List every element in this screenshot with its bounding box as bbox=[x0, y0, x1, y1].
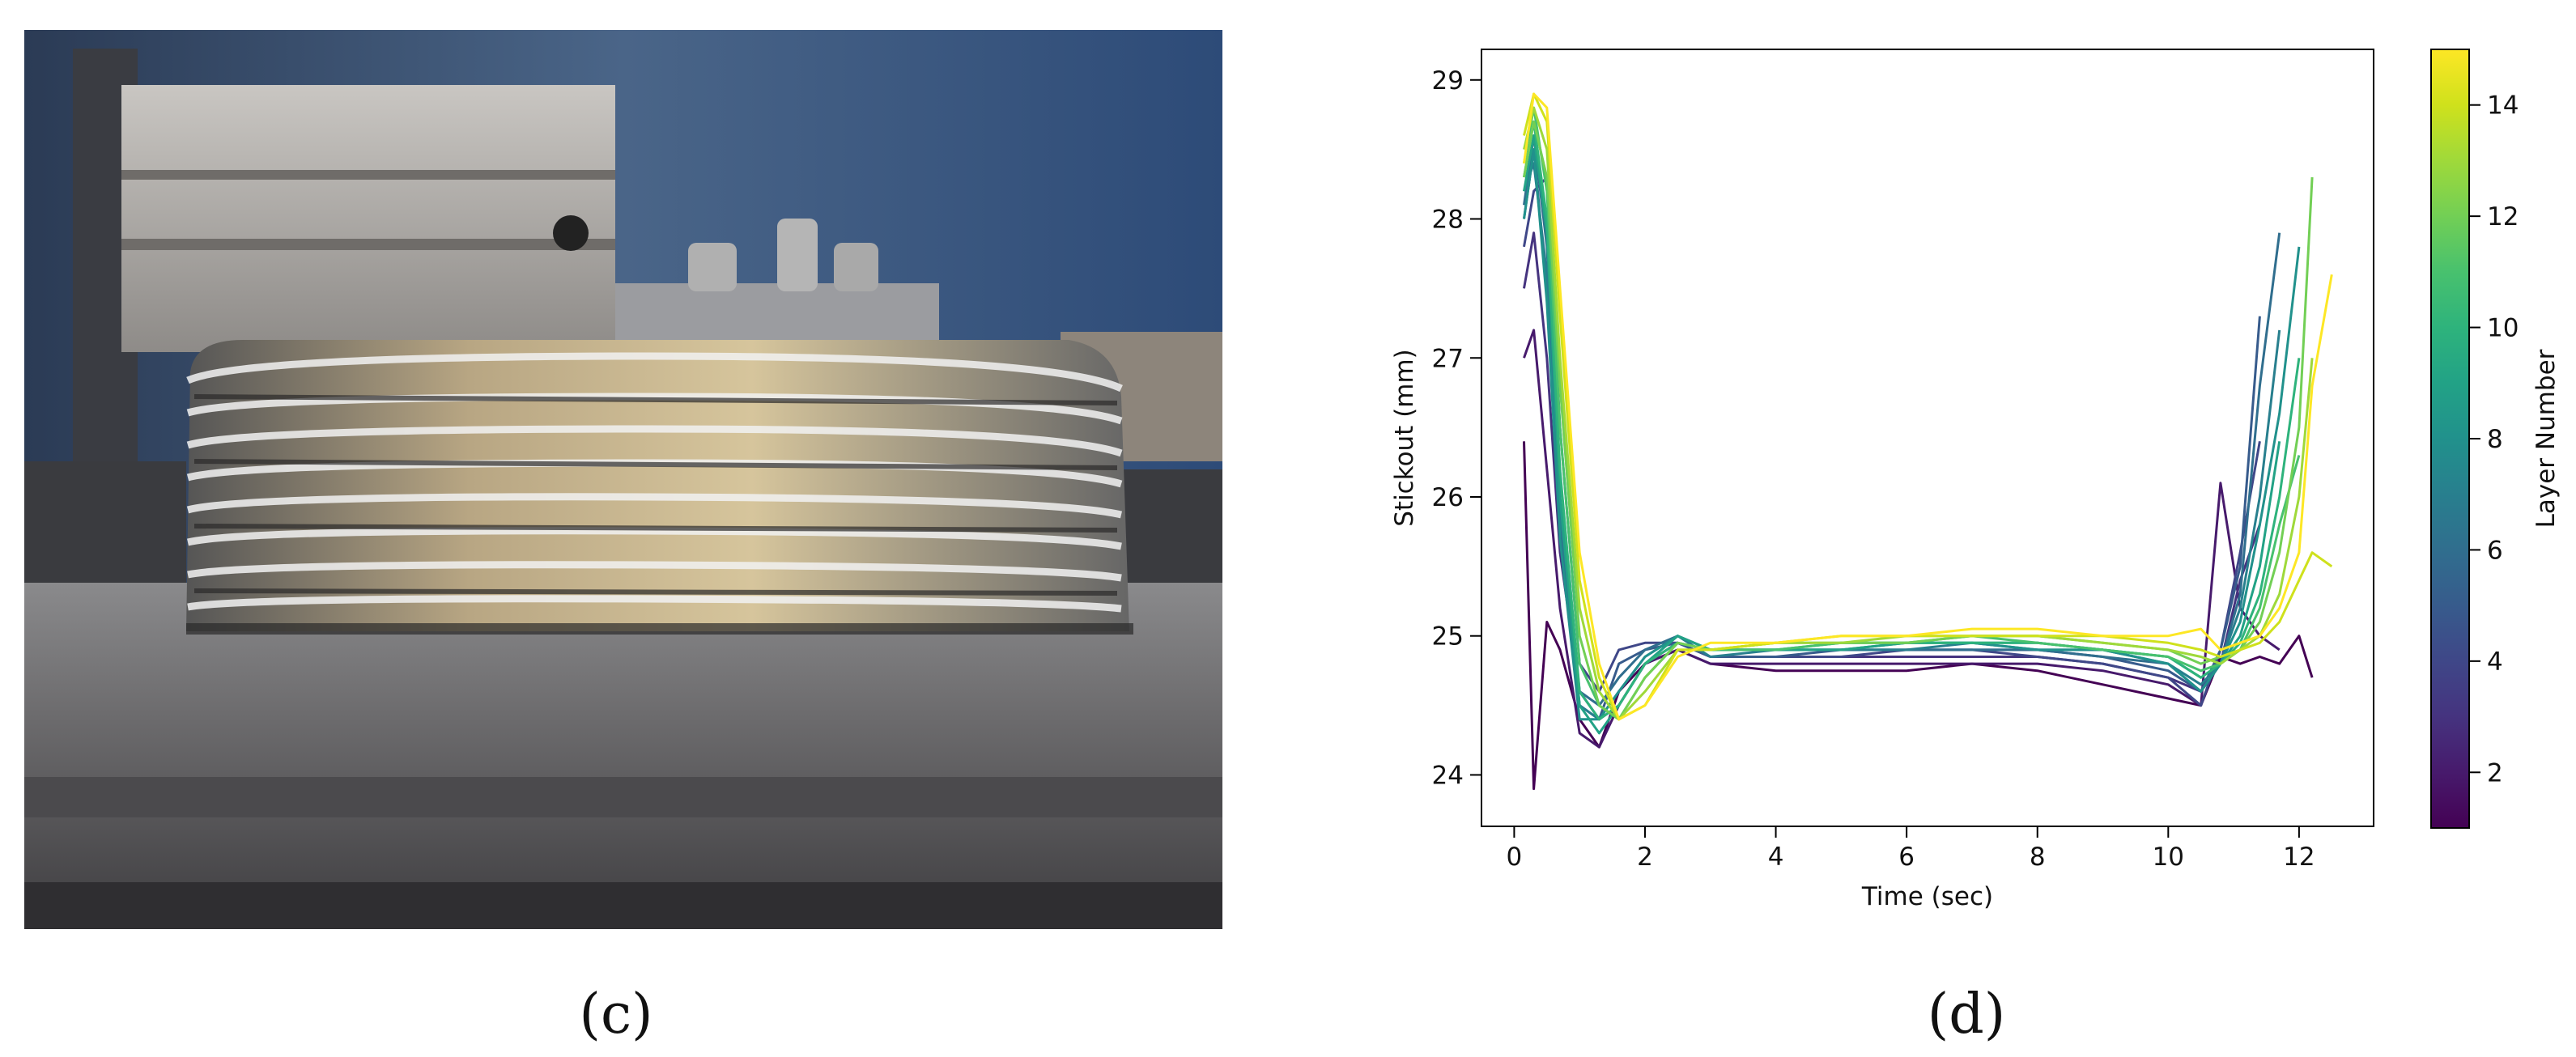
series-line bbox=[1523, 441, 2314, 791]
colorbar-tick-label: 6 bbox=[2487, 536, 2503, 565]
y-tick-label: 28 bbox=[1432, 206, 1464, 235]
series-line bbox=[1523, 106, 2314, 721]
y-tick-label: 29 bbox=[1432, 66, 1464, 96]
x-tick-label: 12 bbox=[2283, 843, 2315, 872]
y-tick-label: 24 bbox=[1432, 761, 1464, 790]
series-line bbox=[1523, 120, 2314, 721]
x-tick-label: 2 bbox=[1637, 843, 1653, 872]
x-axis-label: Time (sec) bbox=[1861, 882, 1993, 911]
series-line bbox=[1523, 148, 2261, 721]
x-tick-label: 4 bbox=[1768, 843, 1784, 872]
colorbar-tick-label: 4 bbox=[2487, 647, 2503, 677]
series-line bbox=[1523, 92, 2333, 721]
series-line bbox=[1523, 120, 2301, 721]
plot-lines bbox=[1523, 92, 2333, 791]
colorbar-tick-label: 2 bbox=[2487, 758, 2503, 787]
x-tick-label: 0 bbox=[1507, 843, 1523, 872]
series-line bbox=[1523, 134, 2281, 707]
colorbar bbox=[2430, 49, 2470, 829]
colorbar-tick-label: 8 bbox=[2487, 425, 2503, 454]
series-line bbox=[1523, 92, 2333, 721]
colorbar-tick-label: 10 bbox=[2487, 314, 2519, 343]
caption: (c) bbox=[579, 983, 653, 1046]
plot-frame bbox=[1481, 49, 2374, 827]
colorbar-tick-label: 12 bbox=[2487, 202, 2519, 231]
colorbar-label: Layer Number bbox=[2531, 349, 2561, 528]
photo bbox=[24, 30, 1222, 929]
y-tick-label: 25 bbox=[1432, 622, 1464, 652]
caption: (d) bbox=[1928, 983, 2006, 1046]
y-tick-label: 26 bbox=[1432, 483, 1464, 512]
series-line bbox=[1523, 106, 2301, 721]
series-line bbox=[1523, 176, 2261, 707]
y-axis-label: Stickout (mm) bbox=[1390, 349, 1419, 527]
x-tick-label: 8 bbox=[2030, 843, 2046, 872]
x-tick-label: 10 bbox=[2153, 843, 2184, 872]
y-tick-label: 27 bbox=[1432, 344, 1464, 373]
colorbar-tick-label: 14 bbox=[2487, 91, 2519, 121]
series-line bbox=[1523, 329, 2281, 749]
x-tick-label: 6 bbox=[1898, 843, 1915, 872]
